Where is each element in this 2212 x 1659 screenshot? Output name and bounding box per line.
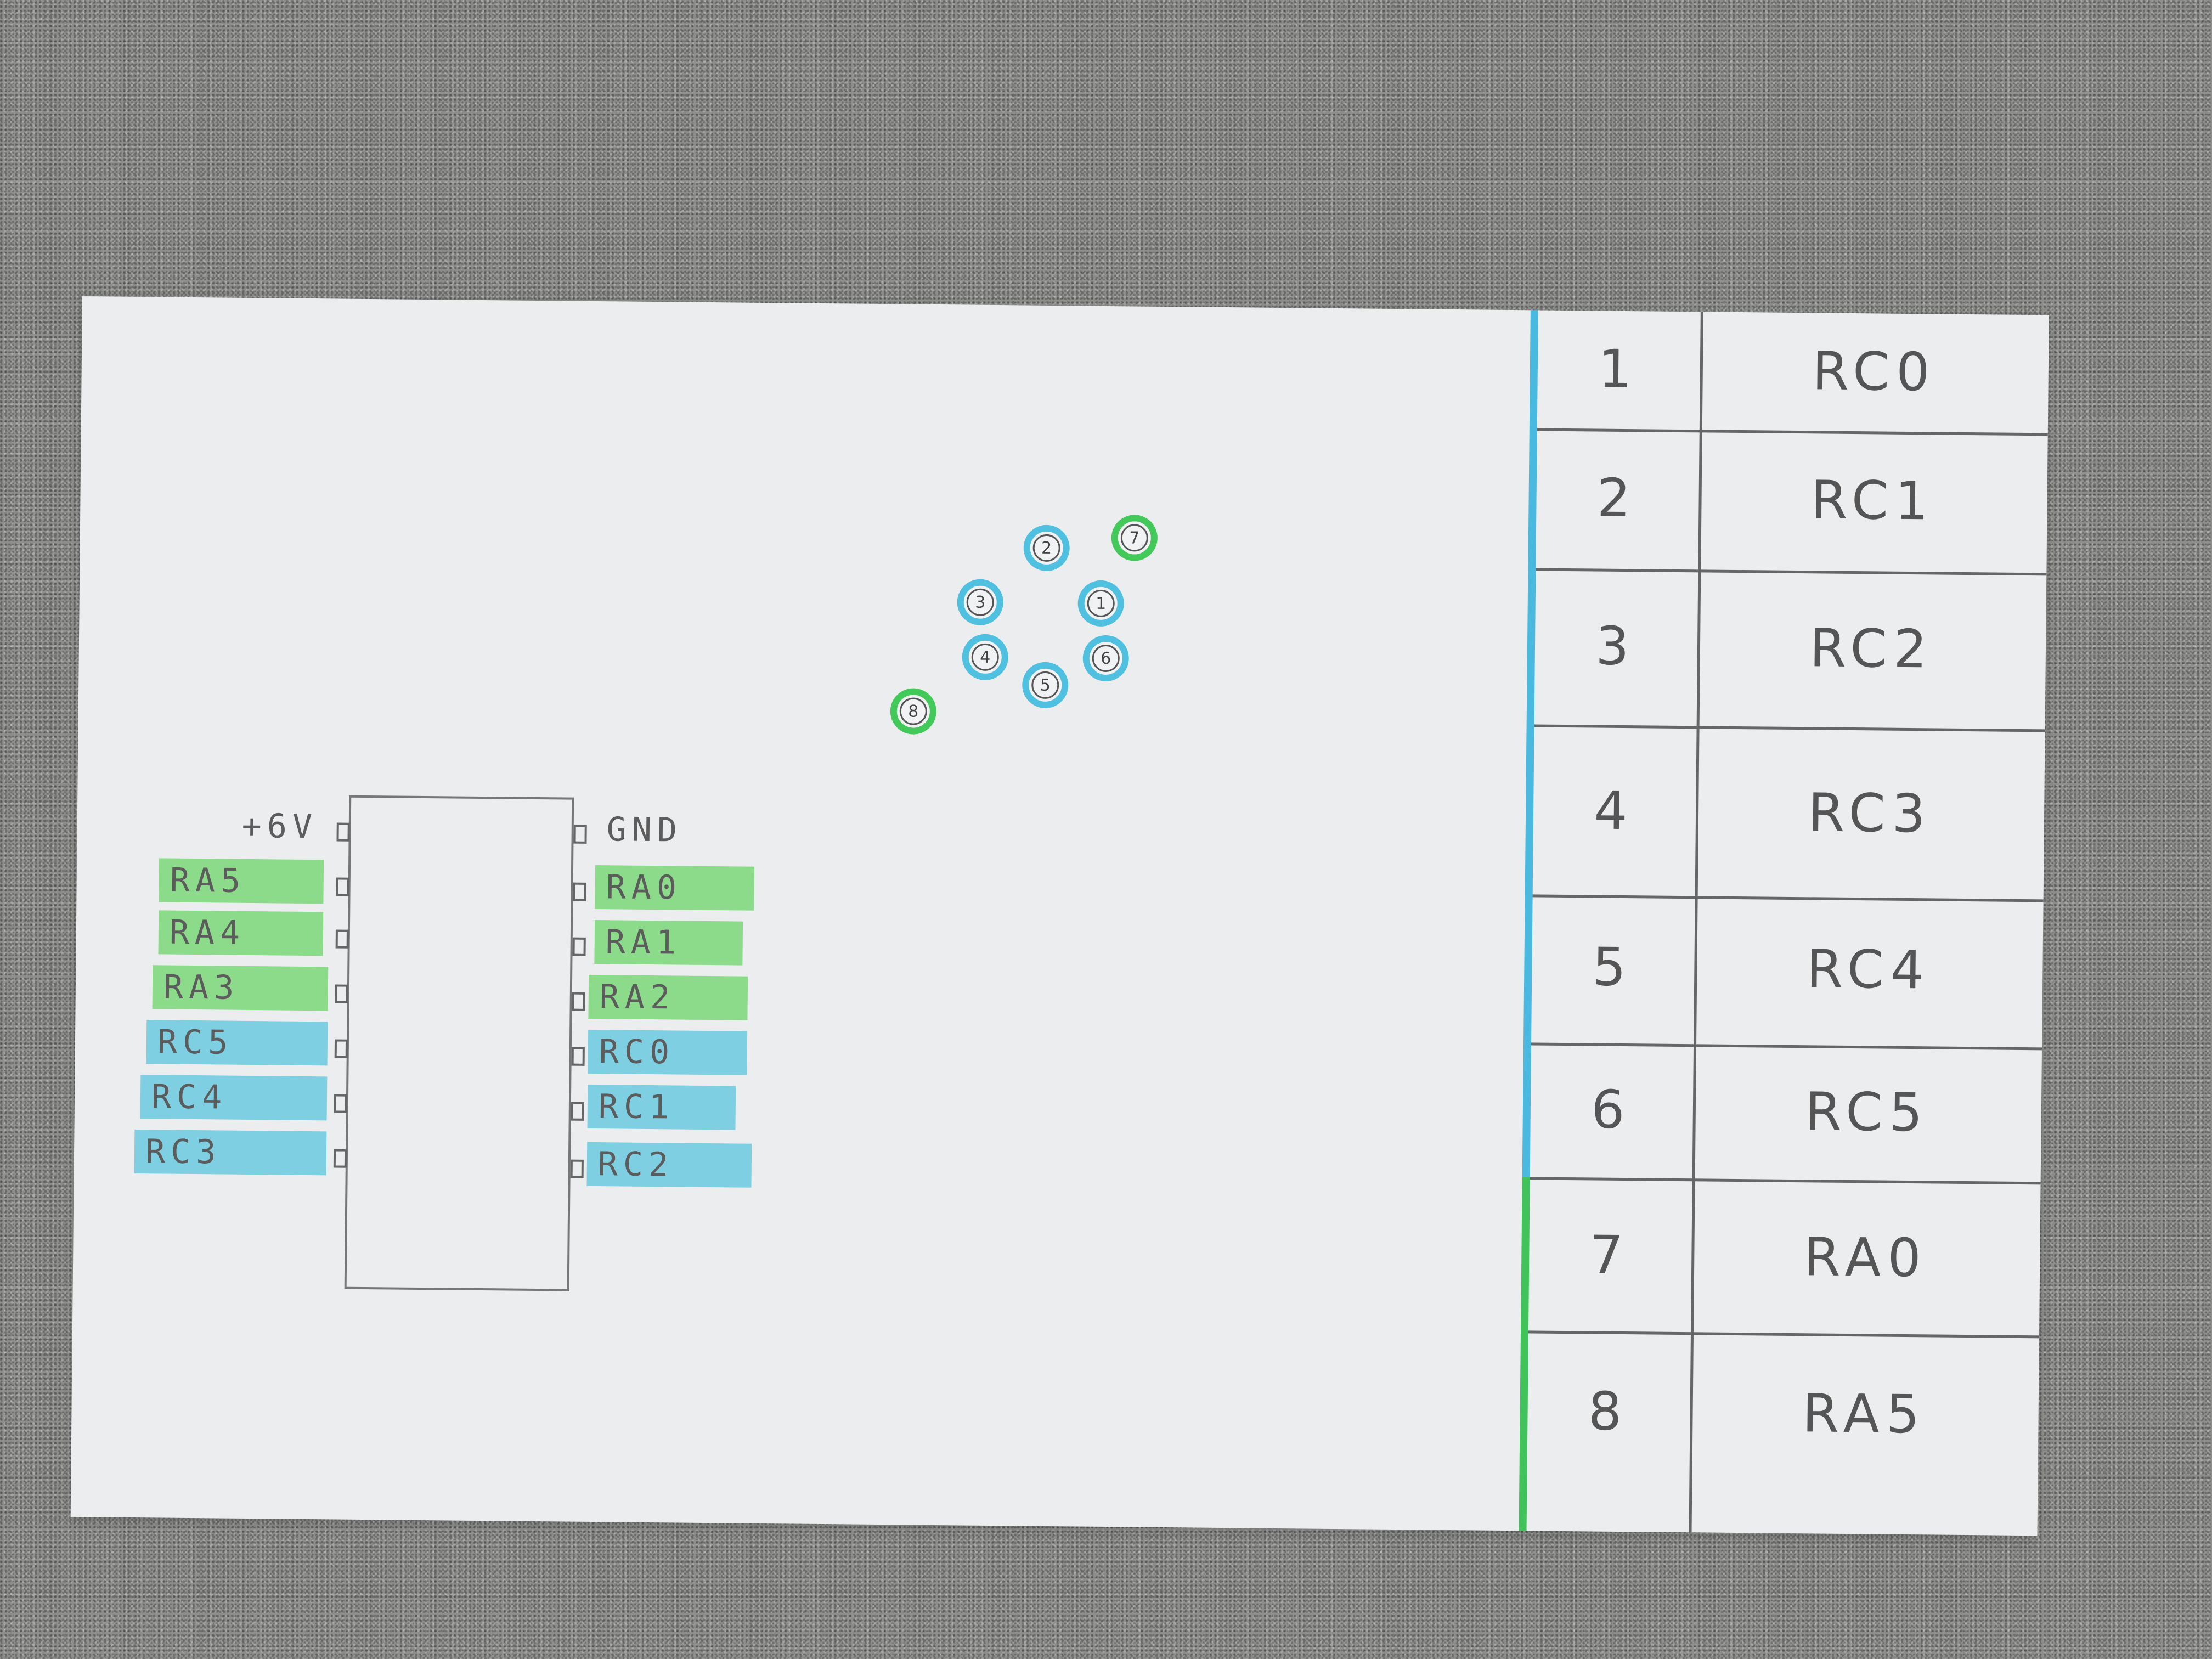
table-signal-name: RC5 bbox=[1804, 1081, 1929, 1144]
connector-pin-circle: 6 bbox=[1082, 635, 1130, 682]
table-signal-name: RA5 bbox=[1802, 1383, 1927, 1446]
chip-pin-box bbox=[336, 877, 349, 896]
table-row: 4 RC3 bbox=[1526, 779, 2045, 844]
table-row: 8 RA5 bbox=[1520, 1380, 2039, 1445]
table-row-divider bbox=[1534, 724, 2045, 732]
connector-pin-circle: 3 bbox=[957, 579, 1004, 626]
connector-pin-circle: 5 bbox=[1022, 662, 1069, 709]
table-row-divider bbox=[1536, 568, 2047, 576]
table-row: 5 RC4 bbox=[1525, 935, 2043, 1001]
chip-pin-box bbox=[333, 1149, 347, 1168]
table-row-divider bbox=[1532, 894, 2044, 902]
connector-pin-number: 8 bbox=[899, 697, 928, 725]
table-signal-name: RC2 bbox=[1809, 617, 1934, 680]
connector-pin-number: 6 bbox=[1092, 644, 1120, 673]
table-row-divider bbox=[1531, 1042, 2042, 1051]
chip-pin-box bbox=[570, 1159, 584, 1178]
table-row-divider bbox=[1528, 1330, 2039, 1339]
connector-pin-number: 3 bbox=[966, 588, 994, 616]
table-row-divider bbox=[1530, 1177, 2041, 1185]
chip-pin-box bbox=[572, 937, 586, 956]
table-pin-number: 6 bbox=[1590, 1079, 1625, 1141]
connector-pin-number: 1 bbox=[1087, 589, 1115, 618]
chip-label-rc1: RC1 bbox=[587, 1084, 736, 1130]
chip-label-rc0: RC0 bbox=[588, 1029, 748, 1075]
chip-pin-box bbox=[571, 1047, 585, 1066]
table-row: 3 RC2 bbox=[1528, 614, 2046, 680]
chip-label-ra4: RA4 bbox=[158, 910, 324, 956]
table-pin-number: 4 bbox=[1594, 780, 1628, 842]
chip-pin-box bbox=[572, 992, 585, 1011]
chip-pin-box bbox=[334, 1094, 348, 1113]
table-signal-name: RC4 bbox=[1806, 938, 1931, 1001]
chip-label-ra5: RA5 bbox=[159, 858, 324, 904]
connector-pin-number: 4 bbox=[971, 643, 999, 672]
chip-label-rc3: RC3 bbox=[134, 1129, 327, 1176]
chip-label-rc4: RC4 bbox=[140, 1075, 328, 1121]
chip-label-ra1: RA1 bbox=[594, 920, 743, 966]
chip-pin-box bbox=[573, 882, 586, 901]
table-row: 1 RC0 bbox=[1530, 337, 2049, 403]
connector-pin-number: 7 bbox=[1120, 524, 1149, 552]
chip-pin-box bbox=[335, 929, 349, 949]
table-signal-name: RC1 bbox=[1810, 469, 1936, 532]
connector-pin-circle: 4 bbox=[962, 634, 1009, 681]
chip-label-ra3: RA3 bbox=[152, 965, 329, 1011]
table-pin-number: 5 bbox=[1592, 936, 1627, 998]
table-pin-number: 8 bbox=[1588, 1380, 1622, 1443]
table-row-divider bbox=[1537, 428, 2048, 436]
table-signal-name: RC0 bbox=[1812, 340, 1937, 403]
table-row: 2 RC1 bbox=[1529, 466, 2047, 532]
connector-pin-circle: 8 bbox=[890, 688, 937, 735]
chip-label-gnd: GND bbox=[606, 810, 683, 850]
chip-label-rc2: RC2 bbox=[586, 1142, 752, 1188]
connector-pin-circle: 2 bbox=[1023, 524, 1070, 572]
table-row: 6 RC5 bbox=[1523, 1078, 2041, 1143]
chip-pin-box bbox=[335, 984, 348, 1003]
chip-label-ra2: RA2 bbox=[588, 974, 748, 1020]
connector-pin-number: 2 bbox=[1032, 534, 1060, 562]
ic-chip-outline bbox=[344, 795, 574, 1291]
connector-pin-circle: 1 bbox=[1077, 580, 1125, 627]
table-row: 7 RA0 bbox=[1522, 1223, 2040, 1289]
table-signal-name: RA0 bbox=[1803, 1226, 1928, 1289]
table-pin-number: 2 bbox=[1596, 467, 1631, 529]
table-pin-number: 7 bbox=[1589, 1224, 1624, 1286]
chip-label-rc5: RC5 bbox=[146, 1020, 328, 1066]
chip-label-ra0: RA0 bbox=[595, 865, 755, 911]
pin-mapping-table: 1 RC0 2 RC1 3 RC2 4 RC3 5 RC4 6 RC5 bbox=[1519, 310, 2049, 1536]
chip-pin-box bbox=[334, 1039, 348, 1058]
table-pin-number: 3 bbox=[1595, 615, 1630, 678]
blue-highlight-stripe bbox=[1522, 310, 1538, 1177]
chip-pin-box bbox=[571, 1102, 584, 1121]
table-pin-number: 1 bbox=[1598, 338, 1632, 400]
chip-label-vcc: +6V bbox=[241, 806, 318, 847]
table-signal-name: RC3 bbox=[1808, 782, 1933, 845]
index-card: +6V RA5 RA4 RA3 RC5 RC4 RC3 GND RA0 RA1 … bbox=[70, 296, 2049, 1536]
chip-pin-box bbox=[573, 825, 587, 844]
chip-pin-box bbox=[336, 822, 350, 842]
connector-pin-circle: 7 bbox=[1111, 515, 1158, 561]
connector-pin-number: 5 bbox=[1031, 671, 1059, 699]
